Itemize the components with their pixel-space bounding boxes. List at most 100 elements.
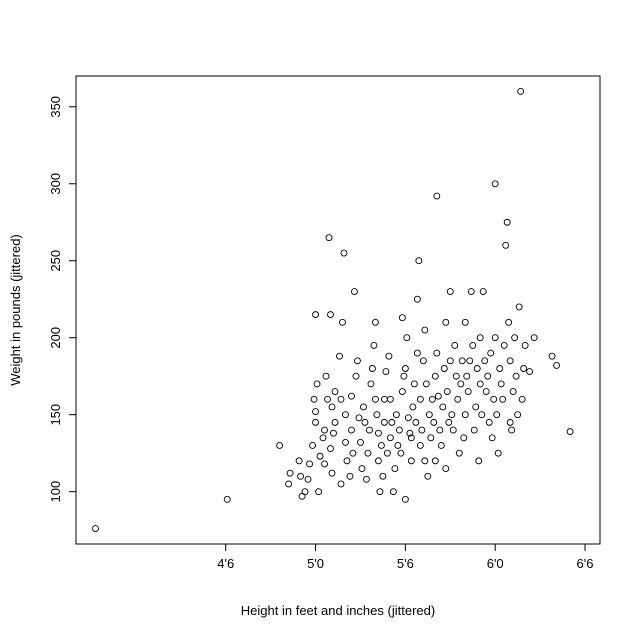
data-point [515, 303, 523, 311]
data-point [431, 372, 439, 380]
data-point [389, 488, 397, 496]
data-point [342, 438, 349, 446]
data-point [330, 429, 337, 437]
data-point [457, 380, 465, 388]
x-axis: 4'6 5'0 5'6 6'0 6'6 [217, 543, 594, 571]
data-point [500, 341, 508, 349]
data-point [418, 426, 426, 434]
data-point [433, 349, 441, 357]
data-point [349, 449, 357, 457]
data-point [490, 395, 498, 403]
data-point [322, 372, 330, 380]
data-point [469, 341, 477, 349]
data-point [380, 395, 388, 403]
data-point [479, 288, 487, 295]
data-point [491, 180, 499, 188]
x-tick-label: 6'6 [577, 556, 594, 571]
data-point [442, 465, 450, 473]
data-point [424, 472, 432, 480]
data-point [223, 495, 231, 503]
data-point [374, 457, 382, 465]
data-point [461, 318, 469, 326]
data-point [413, 349, 421, 357]
data-point [514, 411, 522, 419]
data-point [454, 395, 462, 403]
data-point [406, 429, 414, 437]
data-point [336, 352, 343, 360]
data-point [371, 318, 379, 326]
data-point [395, 426, 403, 434]
data-point [440, 365, 448, 372]
data-point [518, 395, 526, 403]
data-point [348, 426, 355, 434]
data-point [473, 365, 481, 372]
data-point [434, 392, 442, 400]
y-tick-label: 100 [48, 481, 63, 503]
data-point [496, 365, 504, 372]
data-point [392, 411, 400, 419]
data-point [431, 457, 439, 465]
data-point [365, 426, 373, 434]
data-point [382, 368, 390, 376]
data-point [337, 395, 345, 403]
data-point [407, 434, 415, 442]
data-point [451, 341, 459, 349]
data-point [548, 352, 556, 360]
data-point [325, 234, 333, 242]
data-point [386, 395, 394, 403]
data-point [285, 480, 293, 488]
data-point [276, 442, 284, 449]
data-point [355, 414, 363, 422]
data-point [446, 357, 454, 365]
data-point [416, 395, 424, 403]
data-point [339, 318, 346, 326]
y-tick-label: 200 [48, 327, 63, 349]
data-point [398, 388, 406, 396]
data-point [380, 418, 388, 426]
data-point [324, 395, 331, 403]
data-point [357, 438, 364, 446]
data-point [373, 411, 381, 419]
data-point [499, 395, 507, 403]
data-point [394, 442, 402, 449]
data-point [379, 472, 387, 480]
data-point [407, 457, 415, 465]
data-point [475, 457, 483, 465]
data-point [520, 365, 528, 372]
data-point [309, 442, 316, 449]
data-point [461, 411, 469, 419]
data-point [297, 472, 305, 480]
data-point [484, 372, 492, 380]
data-point [340, 249, 348, 257]
data-point [403, 334, 411, 342]
data-point [304, 475, 312, 483]
data-point [374, 429, 382, 437]
data-point [448, 411, 456, 419]
plot-frame [75, 75, 601, 545]
data-point [502, 241, 510, 249]
data-point [445, 418, 453, 426]
data-point [443, 388, 451, 396]
data-point [421, 457, 429, 465]
data-point [422, 380, 430, 388]
data-point [463, 372, 471, 380]
data-point [415, 257, 423, 265]
data-point [361, 418, 369, 426]
data-point [526, 368, 534, 376]
data-point [313, 380, 321, 388]
data-point [351, 288, 358, 295]
x-tick-label: 4'6 [217, 556, 234, 571]
data-point [376, 488, 384, 496]
data-point [505, 318, 513, 326]
data-point [521, 341, 529, 349]
data-point [370, 341, 378, 349]
data-point [343, 457, 351, 465]
x-tick-label: 5'6 [397, 556, 414, 571]
data-point [364, 449, 372, 457]
data-point [367, 380, 375, 388]
data-point [362, 475, 370, 483]
data-point [421, 326, 429, 334]
data-point [377, 442, 385, 449]
data-point [92, 525, 99, 533]
